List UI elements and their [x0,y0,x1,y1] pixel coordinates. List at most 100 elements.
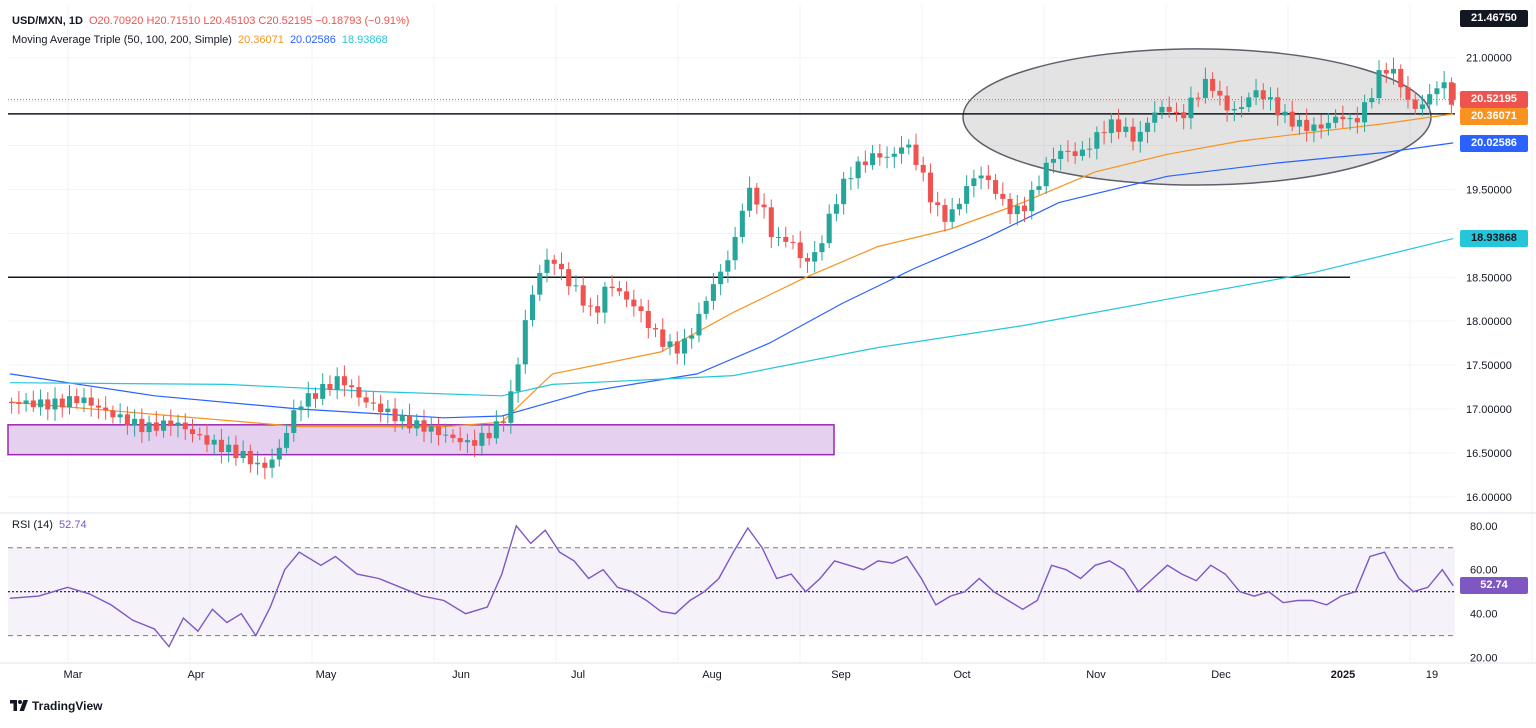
candle-body [1427,94,1433,105]
candle-body [327,384,333,390]
price-tick-label: 17.50000 [1466,360,1512,372]
candle-body [1043,162,1049,187]
candle-body [833,204,839,214]
candle-body [645,311,651,329]
candle-body [1383,70,1389,74]
candle-body [1137,131,1143,142]
candle-body [472,440,478,446]
candle-body [479,432,485,446]
candle-body [189,429,196,435]
candle-body [153,422,159,431]
candle-body [595,306,601,313]
candle-body [1188,97,1194,119]
rsi-label[interactable]: RSI (14) [12,519,53,531]
candle-body [23,400,29,404]
candle-body [110,410,116,418]
candle-body [385,408,391,413]
candle-body [718,271,724,285]
candle-body [349,385,355,388]
candle-body [1398,68,1404,88]
price-axis-top-badge: 21.46750 [1460,10,1528,27]
highlight-ellipse-layer [962,48,1432,186]
candle-body [1087,148,1093,150]
candle-body [1058,150,1064,159]
ma200-price-badge: 18.93868 [1460,230,1528,248]
candle-body [298,406,304,411]
candle-body [370,402,376,404]
ma-indicator-label[interactable]: Moving Average Triple (50, 100, 200, Sim… [12,34,232,46]
candle-body [88,397,94,406]
candle-body [1195,97,1201,99]
candle-body [95,405,101,408]
symbol-label[interactable]: USD/MXN, 1D [12,15,83,27]
candle-body [1029,189,1035,212]
tradingview-brand[interactable]: TradingView [10,699,102,713]
candle-body [334,376,340,390]
candle-body [935,202,941,206]
candle-body [1065,150,1071,152]
candle-body [320,384,326,399]
candle-body [761,204,767,208]
candle-body [291,410,297,433]
candle-body [1239,107,1245,109]
candle-body [9,401,15,403]
candle-body [696,313,702,336]
candle-body [1021,205,1028,212]
candle-body [1253,90,1259,98]
candle-body [927,172,933,203]
time-tick-label: Dec [1211,669,1231,681]
candle-body [1318,124,1324,129]
candle-body [421,420,427,432]
candle-body [450,434,456,438]
ma100-header-value: 20.02586 [289,34,336,46]
price-tick-label: 18.00000 [1466,316,1512,328]
candle-body [1333,116,1339,123]
candle-body [457,437,463,443]
price-tick-label: 19.50000 [1466,184,1512,196]
candle-body [609,286,615,289]
candle-body [1217,90,1223,96]
candle-body [725,260,731,272]
candle-body [544,259,550,273]
candle-body [1123,126,1129,132]
horizontal-levels [8,99,1455,279]
candle-body [276,447,282,460]
candle-body [168,420,174,426]
candle-body [262,462,268,468]
header-line-1: USD/MXN, 1D O20.70920 H20.71510 L20.4510… [12,15,412,27]
candle-body [508,391,514,423]
candle-body [1275,97,1281,116]
rsi-pane[interactable] [0,512,1536,648]
candle-body [74,396,80,404]
candle-body [1362,102,1368,123]
header-line-2: Moving Average Triple (50, 100, 200, Sim… [12,34,391,46]
candle-body [1202,78,1208,99]
candle-body [826,213,832,244]
candle-body [52,398,58,410]
candle-body [913,144,919,165]
ma200-header-value: 18.93868 [341,34,388,46]
candles[interactable] [9,57,1456,480]
time-tick-label: Nov [1086,669,1106,681]
candle-body [841,178,847,205]
candle-body [161,420,167,431]
price-tick-label: 16.00000 [1466,492,1512,504]
candle-body [363,397,369,403]
candle-body [59,398,65,408]
candle-body [1036,186,1042,190]
candle-body [226,444,232,452]
rsi-header-value: 52.74 [59,519,87,531]
rsi-header: RSI (14) 52.74 [12,519,90,531]
candle-body [240,451,246,459]
candle-body [38,399,44,408]
candle-body [392,408,398,422]
candle-body [653,328,659,330]
time-tick-label: May [316,669,337,681]
candle-body [197,434,203,436]
candle-body [971,178,977,187]
candle-body [703,300,709,314]
candle-body [255,462,261,465]
candle-body [1340,116,1346,120]
